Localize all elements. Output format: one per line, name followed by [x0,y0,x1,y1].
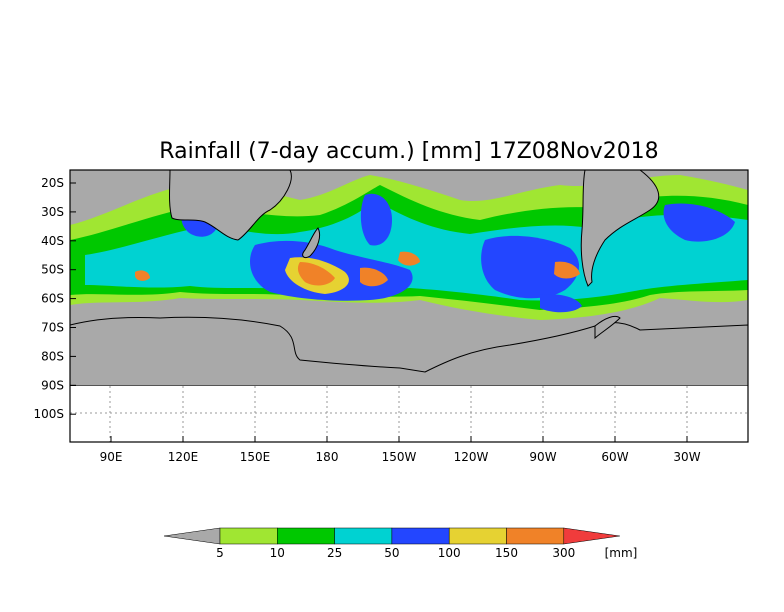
rain-band-150-300-chile [554,261,580,279]
lon-label: 150W [382,450,417,464]
legend-swatch [277,527,335,545]
empty-band [70,386,748,442]
legend-threshold-label: 300 [552,546,575,560]
longitude-axis: 90E 120E 150E 180 150W 120W 90W 60W 30W [100,436,701,464]
legend-swatch [448,527,507,545]
lon-label: 90E [100,450,123,464]
lat-label: 90S [41,378,64,392]
lat-label: 30S [41,205,64,219]
map-frame [69,169,749,443]
color-legend: 5 10 25 50 100 150 300 [mm] [163,527,638,560]
legend-threshold-label: 5 [216,546,224,560]
rain-band-50-100-central [360,193,392,246]
lon-label: 150E [240,450,271,464]
rain-band-25-50 [85,200,748,301]
lat-label: 60S [41,292,64,306]
legend-swatch [391,527,450,545]
lon-label: 120W [454,450,489,464]
lon-label: 120E [168,450,199,464]
legend-threshold-label: 100 [438,546,461,560]
rain-band-150-300-core [297,262,335,286]
lon-label: 180 [316,450,339,464]
legend-swatch [334,527,393,545]
south-america-landmass [580,170,660,287]
legend-swatch [219,527,278,545]
rain-band-150-300-core-2 [360,267,388,287]
antarctic-peninsula [594,315,621,340]
gridlines [70,386,748,442]
lat-label: 70S [41,321,64,335]
new-zealand-landmass [302,227,321,259]
rain-band-50-100-east [663,203,735,242]
rain-band-150-300-small [398,251,420,266]
rain-band-50-100-southeast [481,235,580,299]
lat-label: 20S [41,176,64,190]
australia-landmass [169,170,292,241]
antarctica-landmass [70,316,748,386]
rain-band-50-100-drake [540,294,582,313]
legend-threshold-label: 150 [495,546,518,560]
lon-label: 60W [601,450,628,464]
legend-arrow-low [163,527,221,545]
legend-units-label: [mm] [605,546,638,560]
lat-label: 50S [41,263,64,277]
latitude-axis: 20S 30S 40S 50S 60S 70S 80S 90S 100S [33,176,76,421]
lat-label: 40S [41,234,64,248]
legend-threshold-label: 50 [384,546,399,560]
lon-label: 30W [673,450,700,464]
legend-threshold-label: 25 [327,546,342,560]
lat-label: 100S [33,407,64,421]
lon-label: 90W [529,450,556,464]
legend-arrow-high [563,527,620,545]
legend-swatch [506,527,565,545]
lat-label: 80S [41,349,64,363]
land-masks [70,170,748,386]
legend-threshold-label: 10 [270,546,285,560]
map-title: Rainfall (7-day accum.) [mm] 17Z08Nov201… [159,139,658,164]
rain-band-150-300-indian [135,270,150,281]
